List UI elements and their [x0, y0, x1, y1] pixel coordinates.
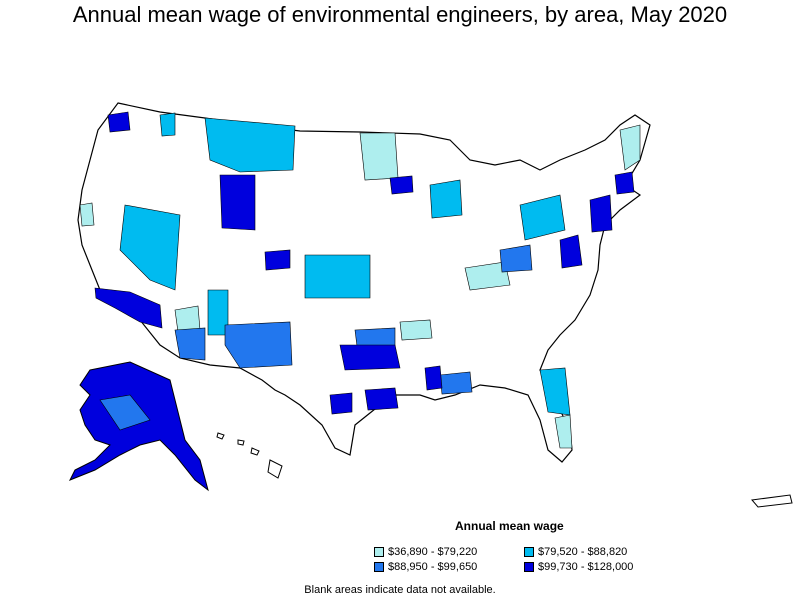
legend-item: $36,890 - $79,220 — [374, 546, 477, 558]
region-patch — [614, 171, 635, 195]
puerto-rico-outline — [751, 494, 793, 508]
region-patch — [329, 392, 353, 415]
region-patch — [99, 394, 151, 431]
legend-swatch — [524, 547, 534, 557]
legend-label: $88,950 - $99,650 — [388, 561, 478, 573]
legend-item: $99,730 - $128,000 — [524, 561, 633, 573]
region-patch — [359, 132, 399, 181]
region-patch — [107, 111, 131, 133]
region-patch — [519, 194, 566, 241]
region-patch — [174, 305, 201, 333]
region-patch — [224, 321, 293, 369]
region-patch — [159, 112, 176, 137]
region-patch — [429, 179, 463, 219]
hawaii-islands — [216, 432, 283, 479]
region-patch — [304, 254, 371, 299]
region-patch — [204, 117, 296, 173]
region-patch — [264, 249, 291, 271]
legend-label: $99,730 - $128,000 — [538, 561, 634, 573]
region-patch — [119, 204, 181, 291]
legend-item: $79,520 - $88,820 — [524, 546, 627, 558]
region-patch — [619, 124, 641, 171]
region-patch — [539, 367, 571, 416]
region-patch — [399, 319, 433, 341]
region-patch — [424, 365, 443, 391]
footnote: Blank areas indicate data not available. — [304, 584, 496, 596]
region-patch — [339, 344, 401, 371]
region-patch — [174, 327, 206, 361]
legend-swatch — [374, 547, 384, 557]
region-patch — [79, 202, 95, 227]
region-patch — [439, 371, 473, 395]
legend-title: Annual mean wage — [455, 519, 564, 533]
region-patch — [364, 387, 399, 411]
legend-label: $79,520 - $88,820 — [538, 546, 628, 558]
legend-swatch — [374, 562, 384, 572]
region-patch — [554, 414, 573, 449]
region-patch — [499, 244, 533, 273]
legend-label: $36,890 - $79,220 — [388, 546, 478, 558]
alaska-outline — [68, 361, 209, 492]
region-patch — [589, 194, 613, 233]
region-patch — [464, 261, 511, 291]
legend-item: $88,950 - $99,650 — [374, 561, 477, 573]
region-patch — [94, 287, 163, 329]
map-title: Annual mean wage of environmental engine… — [72, 2, 728, 27]
legend-swatch — [524, 562, 534, 572]
region-patch — [389, 175, 414, 195]
region-patch — [219, 174, 256, 231]
region-patch — [559, 234, 583, 269]
